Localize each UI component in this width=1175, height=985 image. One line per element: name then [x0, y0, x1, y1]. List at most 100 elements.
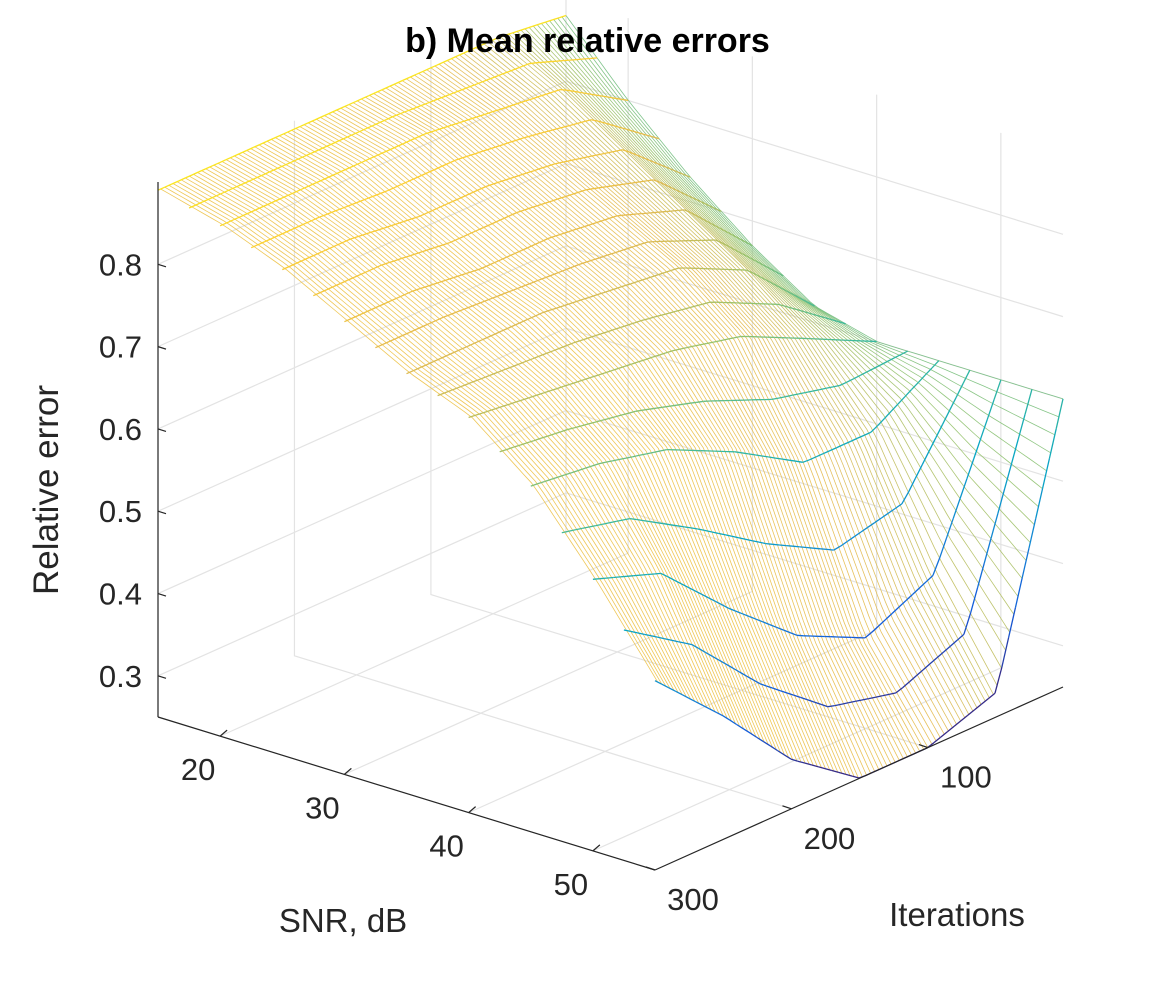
- surface-snr-line: [963, 370, 970, 384]
- surface-snr-line: [641, 575, 648, 576]
- surface-snr-line: [664, 211, 671, 212]
- surface-snr-line: [548, 164, 555, 166]
- surface-snr-line: [569, 530, 576, 531]
- surface-snr-line: [678, 642, 685, 643]
- surface-snr-line: [244, 181, 251, 184]
- surface-snr-line: [646, 135, 653, 137]
- surface-snr-line: [640, 454, 647, 455]
- surface-snr-line: [679, 348, 686, 349]
- surface-iteration-line: [365, 97, 862, 777]
- surface-snr-line: [613, 185, 620, 186]
- surface-snr-line: [465, 119, 472, 121]
- surface-snr-line: [582, 527, 589, 528]
- surface-snr-line: [265, 239, 272, 242]
- surface-snr-line: [994, 380, 1001, 400]
- surface-snr-line: [950, 640, 957, 646]
- surface-snr-line: [579, 190, 586, 192]
- x-tick-label: 20: [181, 752, 215, 787]
- surface-snr-line: [697, 401, 704, 402]
- surface-snr-line: [793, 546, 800, 547]
- surface-snr-line: [609, 151, 616, 152]
- surface-snr-line: [669, 688, 676, 692]
- surface-snr-line: [394, 185, 401, 188]
- x-axis-line: [158, 717, 655, 870]
- surface-snr-line: [799, 393, 806, 394]
- surface-snr-line: [690, 402, 697, 403]
- surface-snr-line: [539, 278, 546, 281]
- z-tick: [158, 429, 166, 432]
- surface-snr-line: [769, 457, 776, 458]
- surface-snr-line: [800, 547, 807, 548]
- surface-snr-line: [1049, 429, 1056, 459]
- surface-snr-line: [806, 391, 813, 392]
- surface-snr-line: [569, 229, 576, 231]
- surface-snr-line: [467, 271, 474, 273]
- y-tick-label: 100: [940, 760, 992, 795]
- surface-iteration-line: [378, 92, 875, 772]
- surface-snr-line: [616, 215, 623, 216]
- surface-snr-line: [633, 455, 640, 456]
- y-tick-label: 200: [804, 821, 856, 856]
- surface-snr-line: [637, 214, 644, 215]
- surface-snr-line: [613, 577, 620, 578]
- surface-snr-line: [507, 177, 514, 179]
- surface-snr-line: [742, 453, 749, 454]
- surface-snr-line: [823, 451, 830, 454]
- surface-snr-line: [835, 704, 842, 705]
- y-gridline: [294, 121, 791, 809]
- surface-snr-line: [984, 538, 991, 563]
- surface-snr-line: [662, 313, 669, 315]
- surface-snr-line: [445, 202, 452, 205]
- surface-snr-line: [568, 428, 575, 430]
- surface-snr-line: [537, 132, 544, 134]
- surface-iteration-line: [402, 81, 899, 761]
- surface-snr-line: [657, 212, 664, 213]
- surface-snr-line: [644, 634, 651, 635]
- surface-snr-line: [848, 701, 855, 702]
- surface-snr-line: [855, 700, 862, 701]
- surface-snr-line: [642, 319, 649, 321]
- surface-snr-line: [612, 460, 619, 461]
- surface-snr-line: [487, 263, 494, 266]
- surface-iteration-line: [521, 30, 1018, 596]
- surface-snr-line: [905, 390, 912, 397]
- surface-snr-line: [936, 424, 943, 438]
- surface-snr-line: [869, 697, 876, 698]
- surface-snr-line: [605, 123, 612, 125]
- surface-snr-line: [603, 523, 610, 524]
- x-gridline: [469, 95, 877, 813]
- surface-snr-line: [1015, 578, 1022, 608]
- surface-snr-line: [813, 548, 820, 549]
- surface-snr-line: [621, 325, 628, 327]
- y-axis-label: Iterations: [889, 896, 1025, 933]
- surface-snr-line: [466, 193, 473, 196]
- surface-snr-line: [610, 216, 617, 218]
- z-tick-label: 0.8: [99, 247, 142, 282]
- surface-snr-line: [233, 154, 240, 157]
- surface-snr-line: [677, 404, 684, 405]
- surface-snr-line: [321, 114, 328, 117]
- surface-snr-line: [910, 676, 917, 682]
- surface-snr-line: [693, 345, 700, 346]
- surface-snr-line: [631, 282, 638, 284]
- surface-snr-line: [638, 633, 645, 635]
- surface-snr-line: [476, 151, 483, 153]
- surface-snr-line: [719, 660, 726, 664]
- surface-snr-line: [296, 261, 303, 264]
- surface-snr-line: [797, 635, 804, 636]
- surface-snr-line: [670, 405, 677, 406]
- surface-snr-line: [1043, 459, 1050, 489]
- surface-snr-line: [947, 726, 954, 732]
- surface-snr-line: [828, 706, 835, 707]
- surface-snr-line: [894, 355, 901, 358]
- surface-iteration-line: [546, 22, 1043, 489]
- surface-snr-line: [688, 587, 695, 591]
- surface-snr-line: [647, 574, 654, 575]
- x-axis-label: SNR, dB: [279, 902, 407, 939]
- surface-snr-line: [560, 90, 567, 91]
- surface-snr-line: [609, 417, 616, 419]
- surface-snr-line: [358, 313, 365, 316]
- surface-snr-line: [664, 524, 671, 525]
- surface-snr-line: [497, 219, 504, 222]
- surface-snr-line: [807, 548, 814, 549]
